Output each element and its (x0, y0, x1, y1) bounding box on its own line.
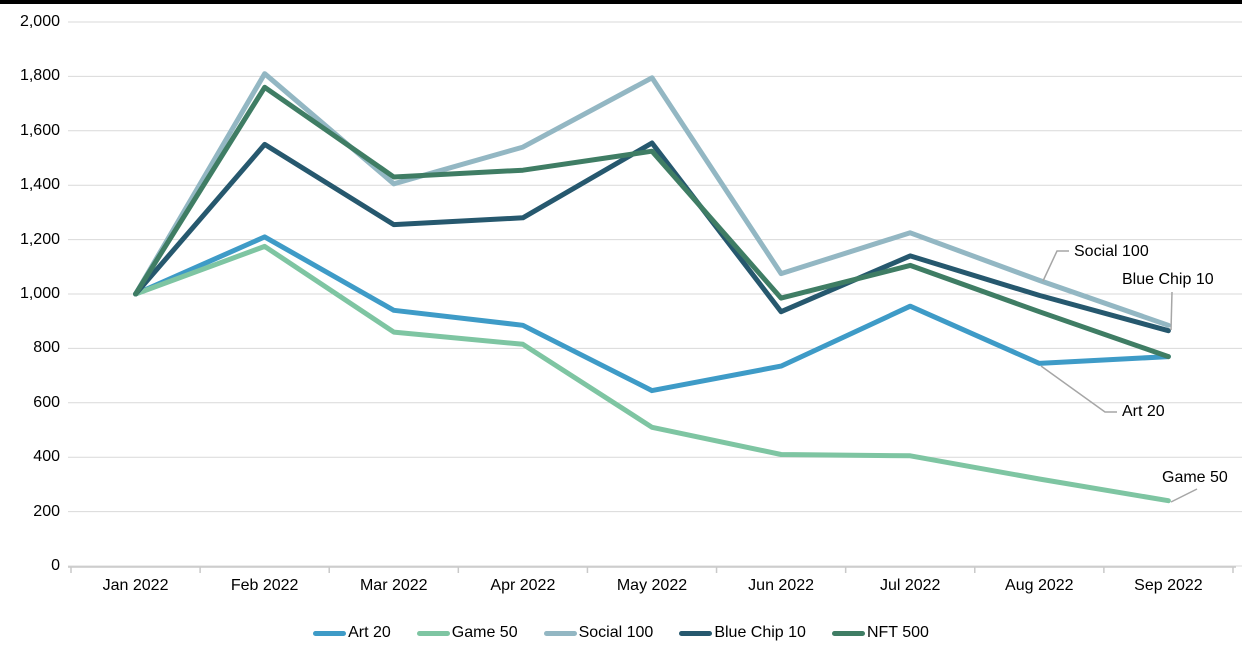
legend-line-swatch (416, 630, 450, 636)
series-line-blue-chip-10 (133, 140, 1171, 334)
series-line-art-20 (133, 234, 1171, 394)
legend-label: Game 50 (451, 624, 518, 641)
legend-line-swatch (831, 630, 865, 636)
legend-line-swatch (679, 630, 713, 636)
legend-item-game-50: Game 50 (416, 624, 518, 642)
legend-line-swatch (543, 630, 577, 636)
legend-label: Blue Chip 10 (714, 624, 806, 641)
legend-item-nft-500: NFT 500 (831, 624, 929, 642)
window-top-border (0, 0, 1242, 4)
legend-label: Social 100 (578, 624, 654, 641)
callout-leader-line (1042, 250, 1069, 282)
chart-legend: Art 20 Game 50 Social 100 Blue Chip 10 NFT 5… (0, 624, 1242, 642)
legend-item-blue-chip-10: Blue Chip 10 (679, 624, 806, 642)
callout-leader-line (1170, 488, 1198, 503)
series-line-nft-500 (133, 84, 1171, 360)
legend-label: NFT 500 (866, 624, 929, 641)
series-line-social-100 (133, 71, 1171, 328)
legend-label: Art 20 (348, 624, 391, 641)
legend-item-social-100: Social 100 (543, 624, 654, 642)
callout-leader-line (1170, 291, 1173, 331)
legend-item-art-20: Art 20 (313, 624, 391, 642)
callout-leader-line (1040, 365, 1117, 413)
series-line-game-50 (133, 243, 1171, 504)
legend-line-swatch (313, 630, 347, 636)
